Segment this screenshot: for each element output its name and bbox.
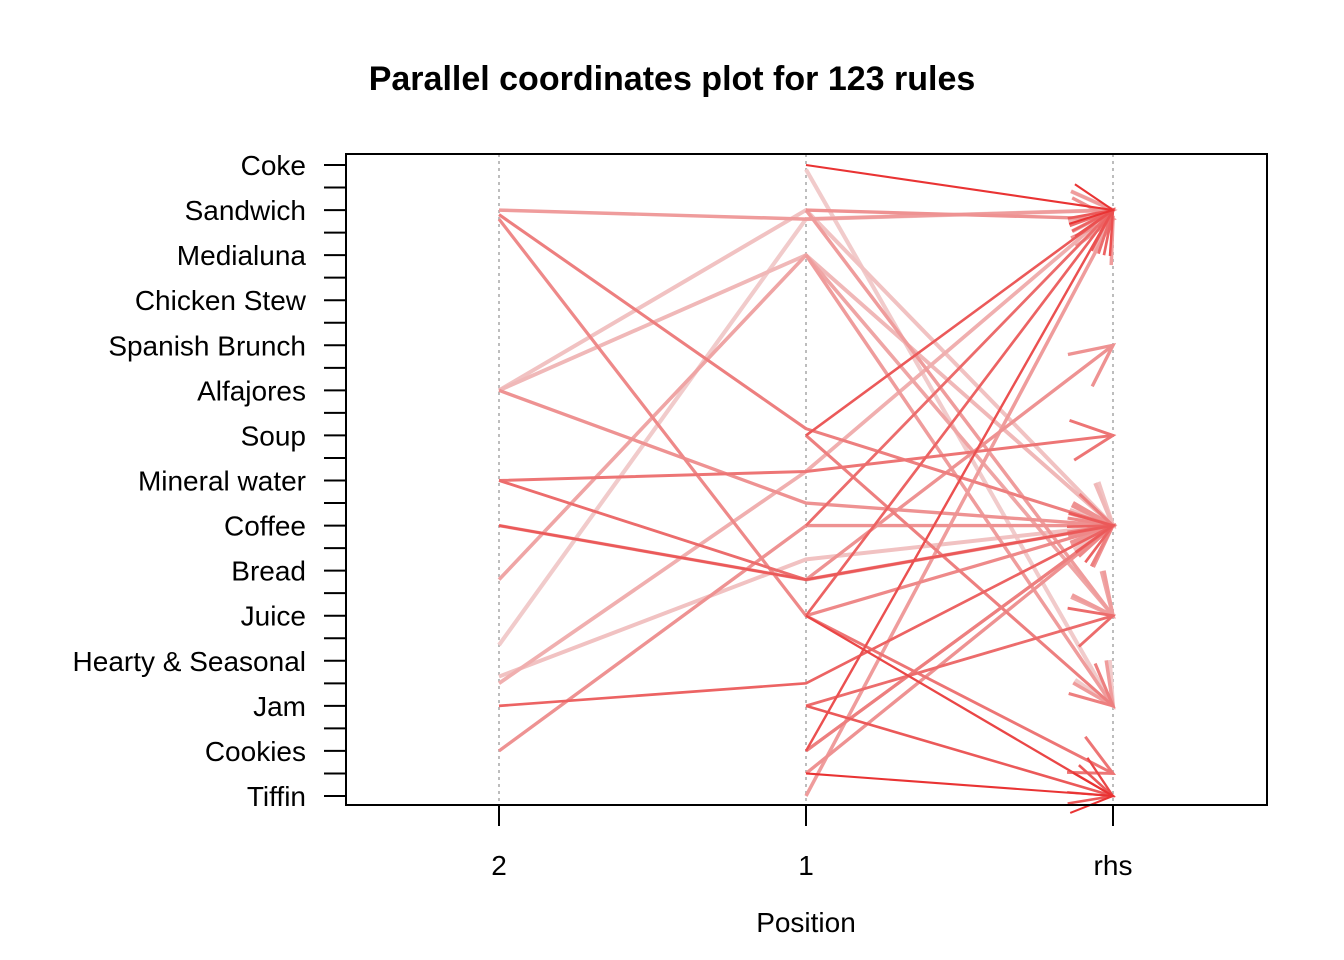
rule-lines [497, 163, 1118, 814]
rule-line [805, 163, 1116, 225]
y-tick-label: Coke [241, 150, 306, 181]
y-tick-label: Spanish Brunch [108, 330, 306, 361]
rule-line [804, 434, 1116, 709]
y-tick-label: Medialuna [177, 240, 307, 271]
x-axis-label: Position [756, 907, 856, 938]
y-tick-label: Chicken Stew [135, 285, 307, 316]
rule-line [805, 606, 1117, 708]
y-tick-label: Sandwich [185, 195, 306, 226]
y-tick-label: Alfajores [197, 375, 306, 406]
rule-line [498, 511, 1116, 581]
y-tick-label: Soup [241, 420, 306, 451]
y-axis: Coke Sandwich Medialuna Chicken Stew Spanish… [73, 150, 346, 812]
grid-lines [498, 154, 1114, 805]
x-tick-label: 2 [491, 850, 507, 881]
y-tick-label: Tiffin [247, 781, 306, 812]
y-tick-label: Juice [241, 601, 306, 632]
x-tick-label: rhs [1094, 850, 1133, 881]
x-tick-label: 1 [798, 850, 814, 881]
chart-title: Parallel coordinates plot for 123 rules [369, 60, 976, 98]
y-tick-label: Jam [253, 691, 306, 722]
y-tick-label: Coffee [224, 511, 306, 542]
rule-line [805, 704, 1116, 805]
rule-line [805, 772, 1116, 814]
rule-line [498, 418, 1117, 482]
y-tick-label: Mineral water [138, 466, 306, 497]
rule-line [805, 614, 1117, 776]
y-tick-label: Bread [231, 556, 306, 587]
y-tick-label: Hearty & Seasonal [73, 646, 306, 677]
rule-line [804, 523, 1117, 775]
y-tick-label: Cookies [205, 736, 306, 767]
x-axis: 2 1 rhs [491, 805, 1132, 881]
